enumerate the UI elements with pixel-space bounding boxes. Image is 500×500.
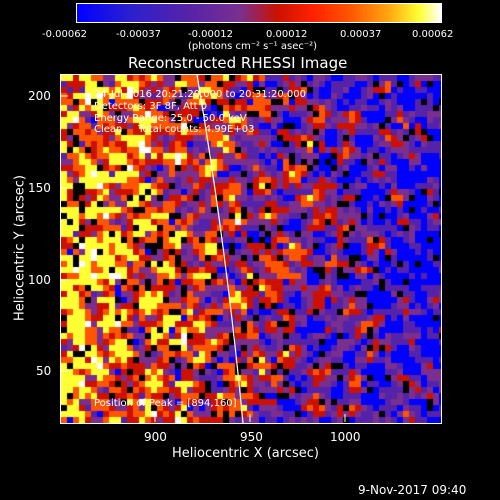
y-tick-200: 200 [28,89,51,103]
solar-limb-overlay [196,75,244,423]
x-axis-label: Heliocentric X (arcsec) [172,446,319,461]
peak-position: Position of Peak = [894,160] [94,398,237,409]
colorbar [76,3,442,23]
colorbar-tick-5: 0.00062 [412,29,454,40]
info-line-2: Energy Range: 25.0 - 50.0 keV [94,113,247,124]
x-tick-1000: 1000 [330,430,361,444]
colorbar-tick-3: 0.00012 [266,29,308,40]
colorbar-units: (photons cm⁻² s⁻¹ asec⁻²) [188,41,318,52]
info-line-3: Clean Total counts: 4.99E+03 [94,124,255,135]
plot-title: Reconstructed RHESSI Image [128,54,348,72]
x-tick-950: 950 [240,430,263,444]
colorbar-tick-1: -0.00037 [116,29,161,40]
y-axis-label: Heliocentric Y (arcsec) [12,175,28,321]
rhessi-image-frame [60,74,442,424]
colorbar-tick-0: -0.00062 [42,29,87,40]
x-tick-900: 900 [144,430,167,444]
colorbar-tick-2: -0.00012 [188,29,233,40]
y-tick-50: 50 [36,364,52,378]
footer-timestamp: 9-Nov-2017 09:40 [358,483,467,497]
solar-limb-line [196,75,244,423]
y-tick-150: 150 [28,181,51,195]
info-line-1: Detectors: 3F 8F, Att 0 [94,101,208,112]
colorbar-tick-4: 0.00037 [340,29,382,40]
rhessi-image [61,75,441,423]
info-line-0: 24-Jul-2016 20:21:20.000 to 20:31:20.000 [94,89,306,100]
y-tick-100: 100 [28,273,51,287]
